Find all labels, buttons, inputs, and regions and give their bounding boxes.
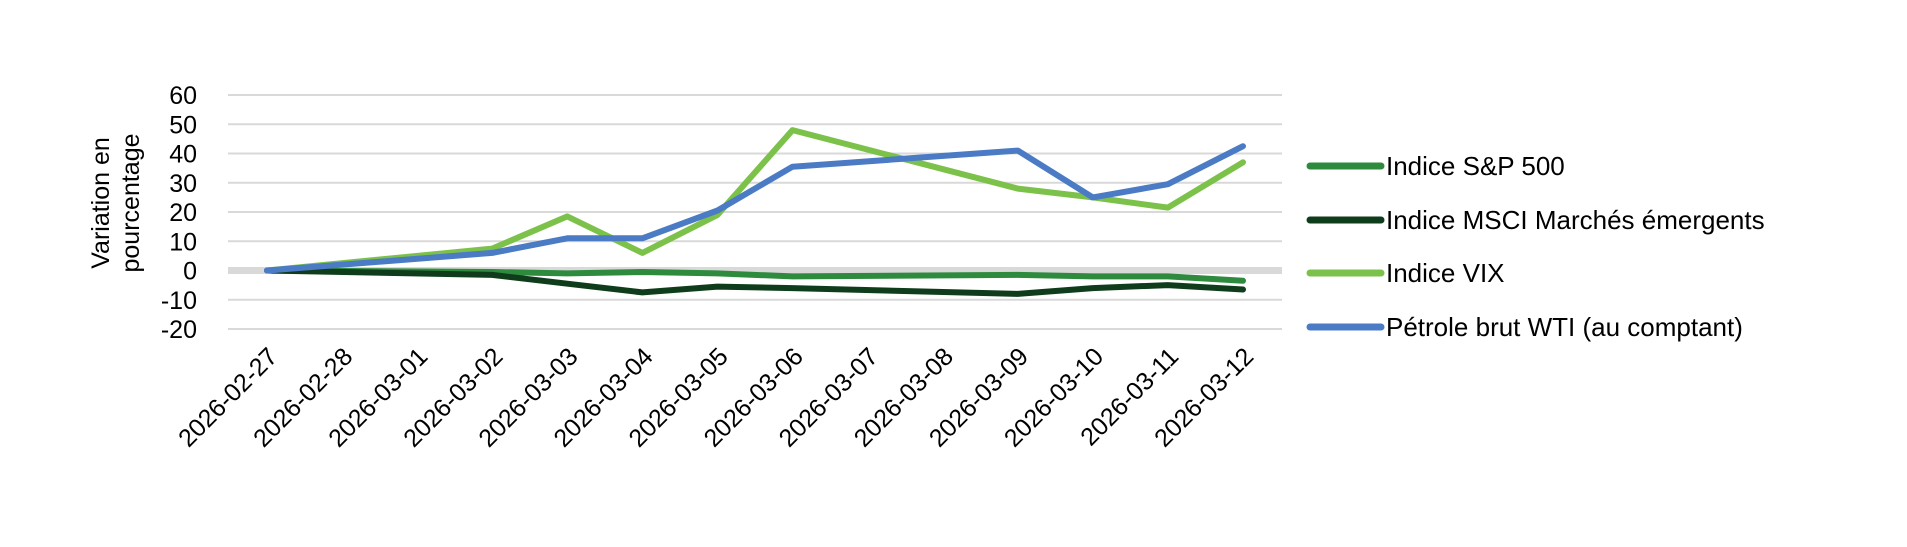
y-tick-label: -10 bbox=[161, 287, 197, 315]
y-axis-title-line-1: Variation en bbox=[87, 137, 115, 269]
legend-label-3: Pétrole brut WTI (au comptant) bbox=[1386, 312, 1743, 342]
y-tick-label: 40 bbox=[169, 141, 197, 169]
legend-label-0: Indice S&P 500 bbox=[1386, 151, 1565, 181]
y-tick-label: -20 bbox=[161, 316, 197, 344]
x-axis-ticks: 2026-02-272026-02-282026-03-012026-03-02… bbox=[173, 342, 1259, 452]
y-axis-title-line-2: pourcentage bbox=[117, 133, 145, 272]
y-tick-label: 20 bbox=[169, 199, 197, 227]
y-tick-label: 60 bbox=[169, 82, 197, 110]
series-line-0 bbox=[264, 267, 1246, 284]
series-line-2 bbox=[264, 127, 1246, 274]
legend-label-1: Indice MSCI Marchés émergents bbox=[1386, 205, 1765, 235]
legend-label-2: Indice VIX bbox=[1386, 258, 1505, 288]
series-line-1 bbox=[264, 267, 1246, 297]
gridlines bbox=[228, 94, 1282, 330]
y-tick-label: 30 bbox=[169, 170, 197, 198]
y-tick-label: 0 bbox=[183, 258, 197, 286]
y-tick-label: 50 bbox=[169, 111, 197, 139]
series-lines bbox=[264, 127, 1246, 297]
series-line-3 bbox=[264, 143, 1246, 274]
y-tick-label: 10 bbox=[169, 228, 197, 256]
legend: Indice S&P 500 Indice MSCI Marchés émerge… bbox=[1306, 151, 1765, 342]
